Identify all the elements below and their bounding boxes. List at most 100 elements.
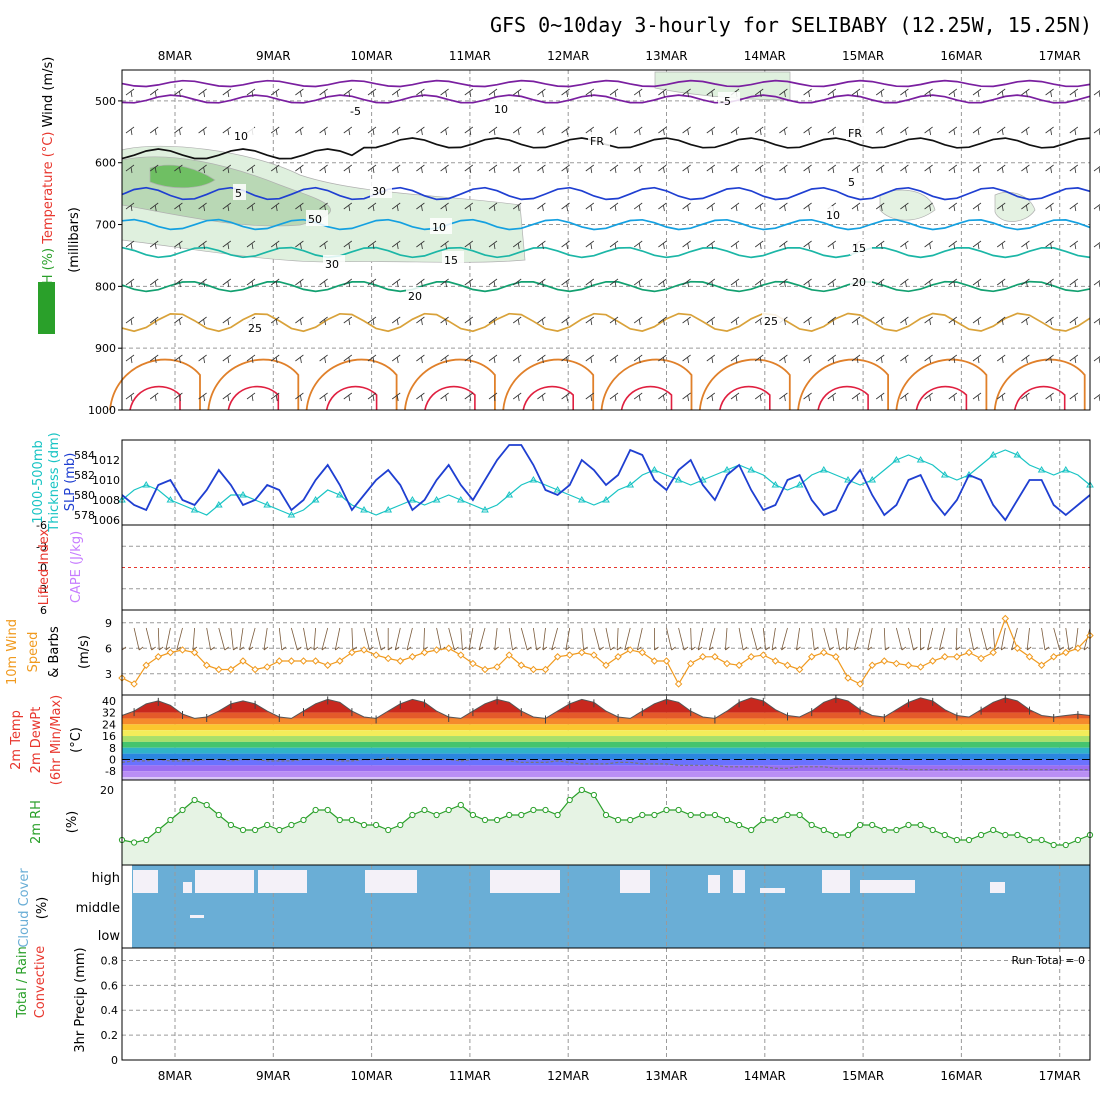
contour-label-bg-5 — [846, 173, 859, 189]
rh-marker-76 — [1038, 836, 1045, 844]
warm-loop-red-4 — [522, 385, 574, 411]
wind-barb-20-1 — [367, 126, 377, 136]
temp-band-7 — [122, 747, 1090, 754]
wind-barb-78-4 — [1069, 240, 1079, 250]
wind-barb-16-1 — [319, 126, 328, 136]
wind-barb-14-0 — [295, 88, 304, 98]
wind-barb-44-8 — [658, 392, 667, 402]
contour-label-13: 25 — [764, 315, 778, 328]
wind-barb-76-1 — [1045, 126, 1054, 136]
wind-barb-68-2 — [948, 164, 958, 174]
wind-barb-10m-47 — [690, 627, 696, 651]
rh-marker-17 — [324, 806, 331, 814]
thickness-marker-4 — [166, 496, 175, 503]
warm-loop-orange-3 — [404, 358, 496, 411]
wind-speed-marker-25 — [420, 648, 429, 657]
wind-speed-marker-76 — [1037, 661, 1046, 669]
wind-speed-marker-10 — [239, 657, 247, 665]
wind-speed-marker-37 — [565, 651, 574, 659]
thickness-marker-38 — [577, 496, 586, 503]
wind-barb-54-5 — [779, 278, 788, 288]
wind-barb-54-7 — [779, 354, 788, 364]
slp-label-b: Thickness (dm) — [47, 432, 62, 532]
wind-speed-marker-38 — [578, 648, 586, 657]
wind-barb-78-5 — [1069, 278, 1079, 288]
wind-barb-6-6 — [198, 316, 207, 326]
wind-barb-10m-22 — [387, 627, 393, 651]
wind-barb-24-2 — [416, 164, 425, 174]
wind-barb-34-7 — [537, 354, 546, 364]
wind-barb-68-8 — [948, 392, 958, 402]
wind-barb-8-5 — [222, 278, 232, 288]
wind-barb-26-3 — [440, 202, 449, 212]
wind-barb-64-2 — [900, 164, 909, 174]
temp-band-1 — [122, 712, 1090, 719]
wind-label-c: & Barbs — [47, 626, 62, 678]
wind-barb-62-7 — [875, 354, 885, 364]
rh-marker-21 — [373, 821, 380, 829]
wind-speed-marker-27 — [444, 644, 453, 652]
gridlines — [122, 70, 1090, 1060]
rh-marker-38 — [578, 786, 585, 794]
wind-barb-48-3 — [706, 202, 716, 212]
wind-barb-28-4 — [464, 240, 474, 250]
wind-barb-24-3 — [416, 202, 425, 212]
wind-label-a-part-0: 10m Wind — [5, 619, 20, 685]
wind-speed-marker-19 — [348, 648, 356, 657]
contour-label-bg-12 — [246, 319, 268, 335]
wind-barb-10m-14 — [291, 627, 302, 651]
contour-label-bg-1 — [718, 92, 740, 108]
wind-barb-74-4 — [1021, 240, 1030, 250]
precip-label-a-part-0: Total / Rain — [15, 946, 30, 1019]
wind-speed-marker-41 — [614, 653, 622, 661]
thickness-marker-18 — [335, 491, 344, 498]
wind-barb-66-7 — [924, 354, 933, 364]
wind-barb-76-3 — [1045, 202, 1054, 212]
wind-barb-66-3 — [924, 202, 933, 212]
wind-barb-72-3 — [996, 202, 1006, 212]
wind-barb-8-3 — [222, 202, 232, 212]
wind-barb-14-6 — [295, 316, 304, 326]
precip-tick-2: 0.4 — [101, 1004, 119, 1017]
wind-barb-10m-38 — [581, 627, 588, 651]
thickness-marker-14 — [287, 511, 296, 518]
wind-barb-58-1 — [827, 126, 837, 136]
contour-label-bg-16 — [323, 255, 345, 271]
thickness-marker-26 — [432, 496, 441, 503]
wind-speed-marker-45 — [662, 657, 671, 665]
wind-barb-0-8 — [125, 392, 135, 402]
temp-band-11 — [122, 771, 1090, 778]
rh-marker-48 — [699, 811, 706, 819]
wind-speed-marker-52 — [747, 653, 755, 661]
wind-barb-28-8 — [464, 392, 474, 402]
rh-marker-6 — [191, 796, 198, 804]
wind-barb-4-6 — [174, 316, 183, 326]
rh-marker-56 — [796, 811, 803, 819]
wind-speed-marker-67 — [928, 657, 937, 665]
rh-marker-15 — [300, 816, 307, 824]
wind-barb-40-7 — [609, 354, 619, 364]
rh-marker-27 — [445, 806, 452, 814]
wind-barb-6-1 — [198, 126, 207, 136]
rh-unit-part-0: (%) — [65, 811, 80, 834]
wind-speed-marker-15 — [299, 657, 308, 665]
wind-barb-50-2 — [730, 164, 740, 174]
wind-barb-10-8 — [246, 392, 256, 402]
wind-barb-54-3 — [779, 202, 788, 212]
contour-label-2: FR — [590, 135, 604, 148]
wind-barb-10-2 — [246, 164, 256, 174]
wind-speed-marker-74 — [1013, 644, 1022, 652]
upper-axis-label: RH (%) Temperature (°C) Wind (m/s) — [41, 57, 56, 294]
rh-marker-58 — [820, 826, 827, 834]
wind-barb-20-8 — [367, 392, 377, 402]
precip-label-b-part-0: Convective — [33, 946, 48, 1019]
thickness-tick-0: 584 — [74, 449, 95, 462]
rh-marker-69 — [953, 836, 961, 844]
wind-barb-10m-35 — [542, 627, 548, 651]
wind-speed-marker-24 — [408, 653, 417, 661]
rh-marker-33 — [518, 811, 525, 819]
rh-marker-73 — [1002, 831, 1009, 839]
wind-speed-marker-39 — [590, 651, 598, 659]
rh-marker-30 — [481, 816, 489, 824]
wind-barb-28-0 — [464, 88, 474, 98]
